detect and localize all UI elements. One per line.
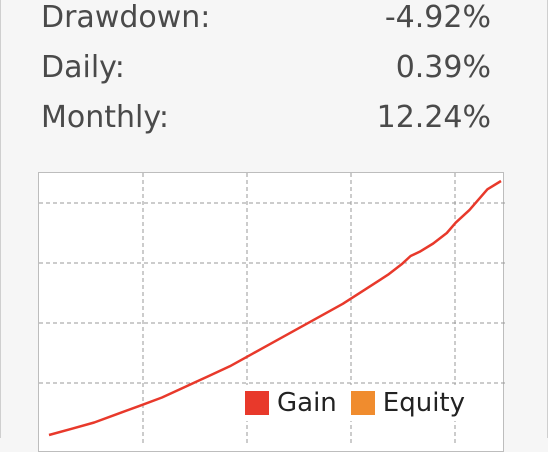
chart-legend: Gain Equity <box>241 385 484 421</box>
monthly-label: Monthly: <box>41 100 170 135</box>
growth-chart-svg <box>39 173 505 443</box>
daily-value: 0.39% <box>395 50 491 85</box>
monthly-value: 12.24% <box>376 100 491 135</box>
drawdown-label: Drawdown: <box>41 0 211 35</box>
stat-row-monthly: Monthly: 12.24% <box>41 98 491 138</box>
stat-row-daily: Daily: 0.39% <box>41 48 491 88</box>
legend-equity-label: Equity <box>382 388 466 418</box>
series-line-gain <box>48 179 502 437</box>
daily-label: Daily: <box>41 50 125 85</box>
equity-swatch-icon <box>350 391 375 415</box>
drawdown-value: -4.92% <box>384 0 491 35</box>
legend-item-gain[interactable]: Gain <box>245 388 337 418</box>
stat-row-drawdown: Drawdown: -4.92% <box>41 0 491 38</box>
gain-swatch-icon <box>245 391 269 415</box>
legend-gain-label: Gain <box>277 388 337 418</box>
legend-item-equity[interactable]: Equity <box>350 388 466 418</box>
